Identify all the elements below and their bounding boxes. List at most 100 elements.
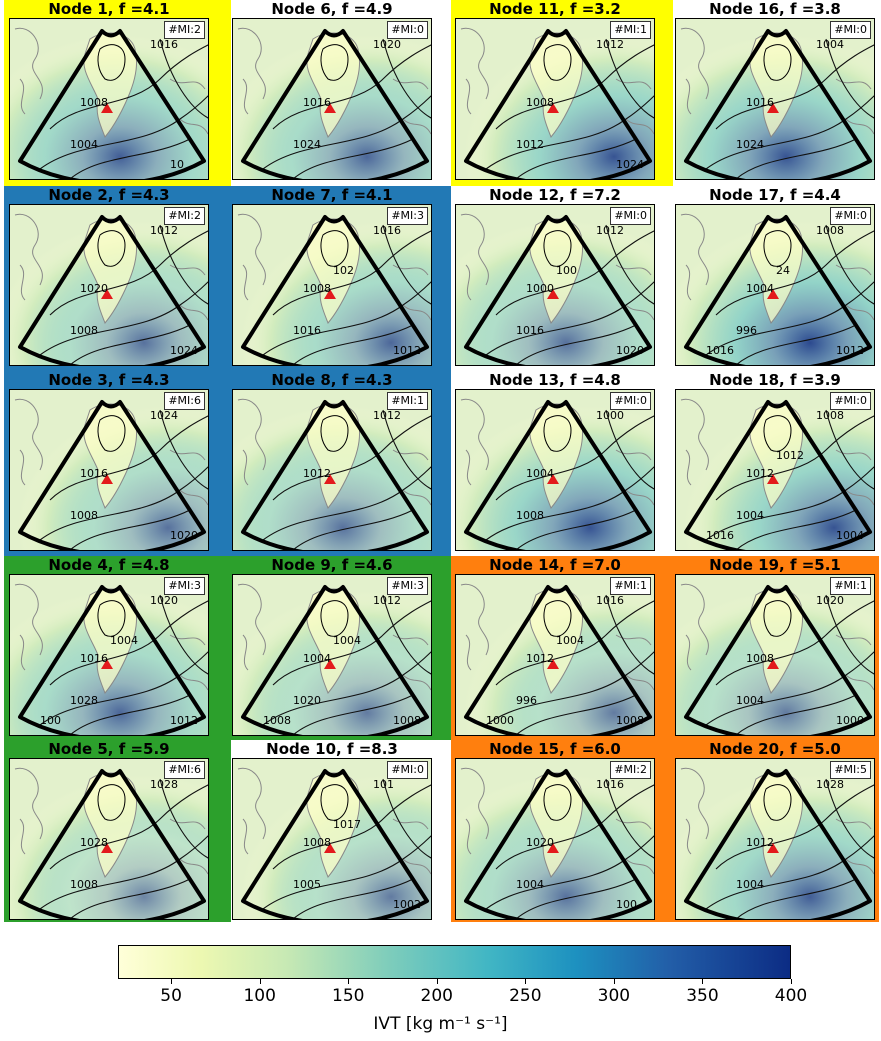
node-title: Node 13, f =4.8 [489, 371, 621, 389]
contour-label: 1008 [816, 409, 844, 422]
contour-label: 1024 [293, 138, 321, 151]
colorbar-tick-label: 100 [243, 986, 276, 1006]
contour-label: 1000 [486, 714, 514, 727]
mi-count-badge: #MI:0 [830, 392, 871, 410]
mi-count-badge: #MI:1 [610, 21, 651, 39]
colorbar-tick-mark [525, 979, 527, 984]
contour-label: 1016 [80, 467, 108, 480]
contour-label: 1020 [80, 282, 108, 295]
contour-label: 1002 [393, 898, 421, 911]
station-marker-icon [767, 103, 779, 113]
node-title: Node 8, f =4.3 [271, 371, 393, 389]
colorbar-tick-mark [613, 979, 615, 984]
contour-label: 1016 [706, 344, 734, 357]
contour-label: 1028 [150, 778, 178, 791]
contour-label: 1020 [293, 694, 321, 707]
node-title: Node 14, f =7.0 [489, 556, 621, 574]
node-panel: Node 10, f =8.3 101 1008 1005 1002 1017 #MI:0 [223, 741, 441, 926]
colorbar-tick-mark [259, 979, 261, 984]
node-panel: Node 8, f =4.3 1012 1012 #MI:1 [223, 371, 441, 557]
contour-label: 1016 [150, 38, 178, 51]
contour-label: 996 [516, 694, 537, 707]
map-panel: 1004 1016 1024 #MI:0 [675, 18, 875, 180]
mi-count-badge: #MI:0 [387, 761, 428, 779]
contour-label: 1024 [150, 409, 178, 422]
mi-count-badge: #MI:1 [830, 577, 871, 595]
node-panel: Node 5, f =5.9 1028 1028 1008 #MI:6 [0, 741, 218, 926]
contour-label: 1004 [70, 138, 98, 151]
station-marker-icon [767, 474, 779, 484]
mi-count-badge: #MI:0 [610, 207, 651, 225]
contour-label: 1008 [746, 652, 774, 665]
node-title: Node 16, f =3.8 [709, 0, 841, 18]
node-title: Node 6, f =4.9 [271, 0, 393, 18]
contour-label: 1016 [596, 778, 624, 791]
contour-label: 1008 [70, 878, 98, 891]
contour-label: 1024 [616, 158, 644, 171]
contour-label: 1004 [526, 467, 554, 480]
mi-count-badge: #MI:3 [387, 207, 428, 225]
contour-label: 1004 [333, 634, 361, 647]
contour-label: 1012 [150, 224, 178, 237]
contour-label: 1004 [736, 878, 764, 891]
node-panel: Node 19, f =5.1 1020 1008 1004 1000 #MI:1 [666, 557, 881, 742]
map-panel: 1000 1004 1008 #MI:0 [455, 389, 655, 551]
contour-label: 102 [333, 264, 354, 277]
contour-label: 1008 [303, 836, 331, 849]
contour-label: 1005 [293, 878, 321, 891]
colorbar-tick-mark [348, 979, 350, 984]
map-panel: 1016 1020 1004 100 #MI:2 [455, 758, 655, 920]
contour-label: 1020 [526, 836, 554, 849]
mi-count-badge: #MI:3 [164, 577, 205, 595]
station-marker-icon [101, 289, 113, 299]
colorbar-tick-label: 200 [420, 986, 454, 1006]
node-panel: Node 18, f =3.9 1008 1012 1004 1004 1012 1016 #… [666, 372, 881, 557]
station-marker-icon [101, 103, 113, 113]
colorbar-tick-label: 400 [774, 986, 808, 1006]
node-title: Node 12, f =7.2 [489, 186, 621, 204]
contour-label: 1012 [393, 344, 421, 357]
station-marker-icon [101, 474, 113, 484]
map-panel: 1012 1004 1020 1008 1004 1008 #MI:3 [232, 574, 432, 736]
contour-label: 1008 [516, 509, 544, 522]
map-panel: 1020 1008 1004 1000 #MI:1 [675, 574, 875, 736]
contour-label: 1008 [393, 714, 421, 727]
node-title: Node 11, f =3.2 [489, 0, 621, 18]
node-panel: Node 15, f =6.0 1016 1020 1004 100 #MI:2 [446, 741, 664, 926]
colorbar-tick-mark [791, 979, 792, 984]
colorbar-tick-mark [436, 979, 438, 984]
ivt-colorbar [118, 945, 791, 979]
station-marker-icon [547, 103, 559, 113]
contour-label: 1008 [70, 324, 98, 337]
contour-label: 1020 [816, 594, 844, 607]
contour-label: 101 [373, 778, 394, 791]
mi-count-badge: #MI:0 [830, 207, 871, 225]
contour-label: 1000 [526, 282, 554, 295]
mi-count-badge: #MI:2 [164, 207, 205, 225]
node-title: Node 3, f =4.3 [48, 371, 170, 389]
node-title: Node 20, f =5.0 [709, 740, 841, 758]
station-marker-icon [324, 659, 336, 669]
mi-count-badge: #MI:0 [387, 21, 428, 39]
node-panel: Node 14, f =7.0 1016 1012 996 1008 1004 1000 #M… [446, 556, 664, 742]
mi-count-badge: #MI:5 [830, 761, 871, 779]
node-panel: Node 2, f =4.3 1012 1020 1008 1024 #MI:2 [0, 187, 218, 372]
station-marker-icon [547, 843, 559, 853]
node-title: Node 4, f =4.8 [48, 556, 170, 574]
node-panel: Node 16, f =3.8 1004 1016 1024 #MI:0 [666, 0, 881, 186]
map-panel: 1008 1004 996 1012 24 1016 #MI:0 [675, 204, 875, 366]
contour-label: 1016 [293, 324, 321, 337]
map-panel: 1008 1012 1004 1004 1012 1016 #MI:0 [675, 389, 875, 551]
station-marker-icon [101, 843, 113, 853]
contour-label: 1004 [303, 652, 331, 665]
contour-label: 1016 [373, 224, 401, 237]
node-panel: Node 1, f =4.1 1016 1008 1004 10 #MI:2 [0, 1, 218, 186]
colorbar-label: IVT [kg m⁻¹ s⁻¹] [373, 1014, 508, 1034]
contour-label: 10 [170, 158, 184, 171]
contour-label: 1012 [746, 836, 774, 849]
mi-count-badge: #MI:0 [610, 392, 651, 410]
contour-label: 1016 [303, 96, 331, 109]
mi-count-badge: #MI:3 [387, 577, 428, 595]
mi-count-badge: #MI:6 [164, 392, 205, 410]
node-panel: Node 20, f =5.0 1028 1012 1004 #MI:5 [666, 740, 881, 926]
